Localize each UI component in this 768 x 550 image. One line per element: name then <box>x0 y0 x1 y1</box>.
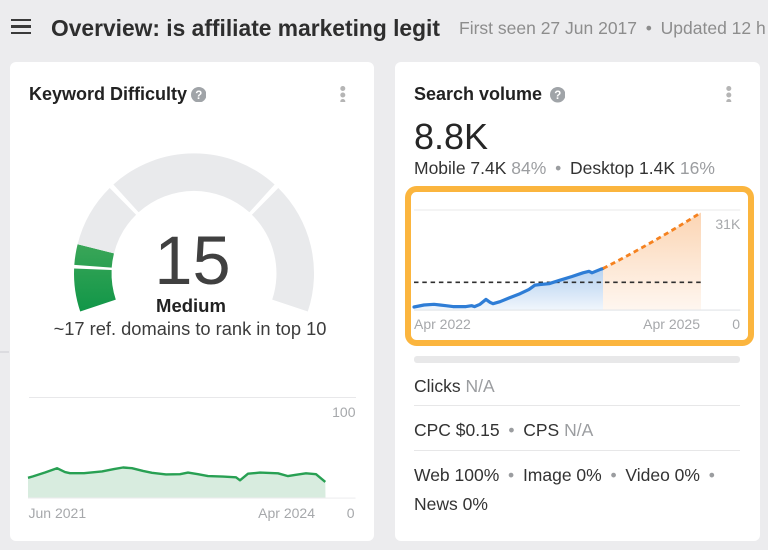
svg-text:?: ? <box>554 90 561 102</box>
svg-text:?: ? <box>195 90 202 102</box>
